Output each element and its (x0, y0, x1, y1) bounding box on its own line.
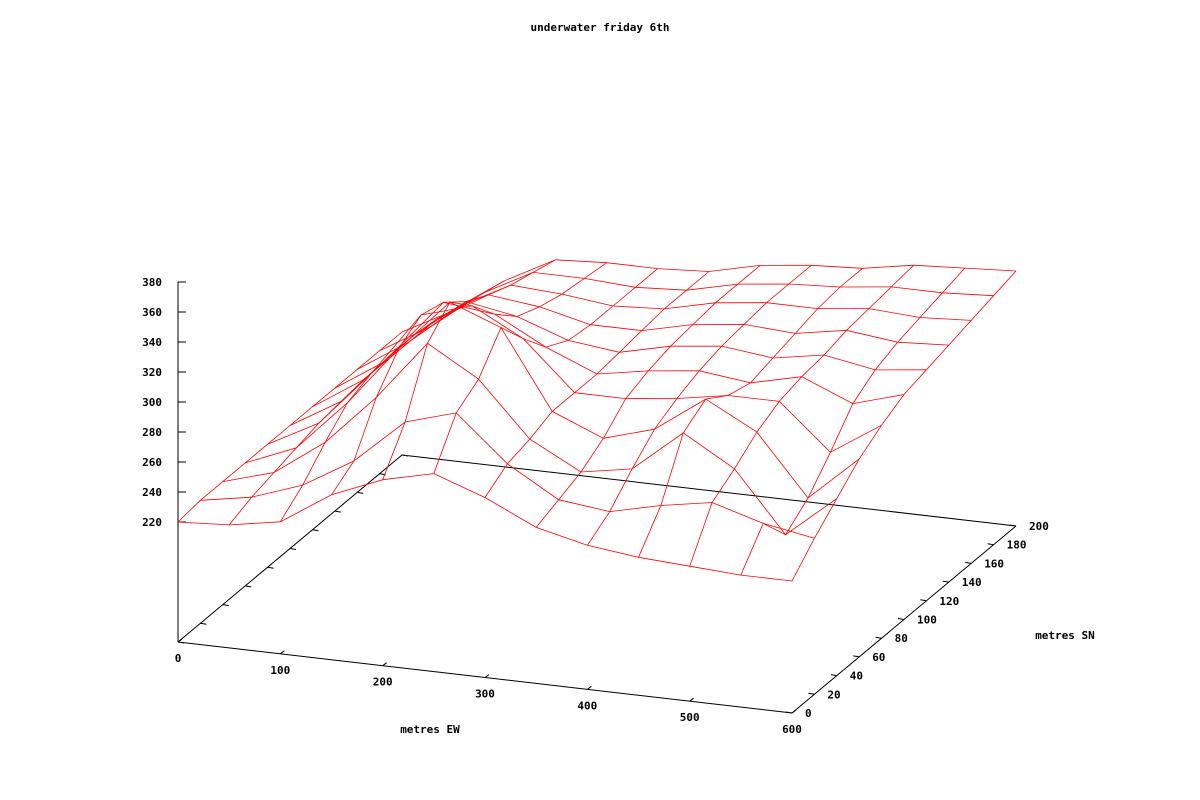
z-tick-label: 280 (142, 426, 162, 439)
y-axis-label: metres SN (1035, 629, 1095, 642)
surface-column-line (638, 267, 863, 558)
y-tick-mark (1009, 524, 1017, 527)
y-tick-mark-left (289, 548, 297, 550)
x-tick-label: 600 (782, 723, 802, 736)
chart-axes: 0100200300400500600020406080100120140160… (142, 276, 1049, 736)
y-tick-mark (987, 543, 994, 546)
x-tick-mark (587, 685, 592, 690)
y-tick-mark (942, 580, 949, 583)
surface-row-line (357, 284, 972, 370)
surface-column-line (228, 310, 454, 526)
z-tick-label: 340 (142, 336, 162, 349)
y-tick-label: 40 (850, 670, 863, 683)
y-tick-mark-left (357, 491, 364, 494)
y-tick-mark (785, 711, 793, 714)
y-tick-mark (897, 618, 905, 620)
y-tick-mark-left (177, 641, 185, 644)
z-tick-label: 320 (142, 366, 162, 379)
z-tick-label: 300 (142, 396, 162, 409)
x-axis-label: metres EW (400, 723, 460, 736)
surface-row-line (200, 412, 815, 539)
y-tick-label: 20 (827, 688, 840, 701)
x-tick-mark (791, 709, 797, 714)
y-tick-mark-left (312, 529, 319, 532)
y-tick-mark-left (200, 622, 207, 625)
z-tick-label: 260 (142, 456, 162, 469)
y-tick-label: 100 (917, 614, 937, 627)
y-tick-label: 80 (895, 632, 908, 645)
x-tick-mark (280, 650, 285, 655)
x-tick-label: 400 (577, 699, 597, 712)
surface-column-line (740, 267, 966, 576)
x-tick-mark (484, 674, 490, 678)
surface-mesh (177, 259, 1017, 582)
y-tick-label: 0 (805, 707, 812, 720)
y-tick-label: 160 (984, 557, 1004, 570)
y-tick-mark (965, 561, 972, 564)
x-tick-mark (177, 638, 183, 643)
x-tick-mark (382, 662, 387, 667)
z-tick-label: 380 (142, 276, 162, 289)
surface-column-line (331, 259, 556, 496)
surface-column-line (177, 331, 403, 523)
y-tick-mark (830, 674, 837, 677)
y-tick-label: 140 (962, 576, 982, 589)
y-tick-mark-left (245, 585, 252, 588)
surface-column-line (689, 264, 914, 567)
y-tick-mark (875, 636, 882, 639)
surface-row-line (379, 271, 994, 352)
y-tick-label: 180 (1007, 539, 1027, 552)
x-tick-mark (689, 697, 694, 702)
surface-column-line (433, 268, 659, 474)
y-tick-mark-left (334, 510, 341, 513)
x-tick-label: 500 (680, 711, 700, 724)
surface-column-line (279, 280, 505, 523)
y-tick-label: 120 (939, 595, 959, 608)
surface-column-line (382, 262, 607, 480)
surface-column-line (586, 264, 812, 546)
x-tick-label: 0 (175, 652, 182, 665)
y-tick-mark (920, 599, 927, 602)
y-tick-mark-left (401, 454, 409, 457)
y-tick-label: 200 (1029, 520, 1049, 533)
surface-row-line (312, 301, 927, 408)
chart-title: underwater friday 6th (530, 21, 669, 34)
y-tick-mark (808, 692, 815, 695)
surface-row-line (267, 305, 882, 453)
z-tick-label: 220 (142, 516, 162, 529)
y-tick-mark (853, 655, 860, 658)
x-tick-label: 300 (475, 688, 495, 701)
x-tick-label: 100 (270, 664, 290, 677)
surface-column-line (535, 265, 761, 528)
surface-column-line (791, 270, 1017, 582)
back-edge (401, 454, 1017, 527)
y-tick-mark-left (267, 566, 274, 569)
surface-column-line (484, 271, 710, 498)
z-tick-label: 360 (142, 306, 162, 319)
x-tick-label: 200 (373, 676, 393, 689)
z-tick-label: 240 (142, 486, 162, 499)
y-tick-mark-left (222, 604, 229, 607)
y-tick-label: 60 (872, 651, 885, 664)
